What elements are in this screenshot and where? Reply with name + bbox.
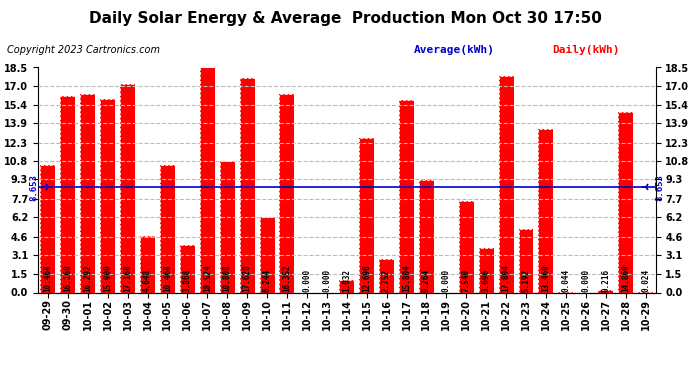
Text: 17.620: 17.620: [243, 264, 252, 291]
Text: 2.752: 2.752: [382, 268, 391, 291]
Bar: [180, 246, 195, 292]
Text: 3.696: 3.696: [482, 268, 491, 291]
Bar: [519, 230, 533, 292]
Bar: [41, 165, 55, 292]
Bar: [339, 280, 354, 292]
Text: 15.804: 15.804: [402, 264, 411, 291]
Text: Daily Solar Energy & Average  Production Mon Oct 30 17:50: Daily Solar Energy & Average Production …: [88, 11, 602, 26]
Bar: [339, 280, 354, 292]
Bar: [459, 201, 474, 292]
Bar: [279, 94, 295, 292]
Text: 9.264: 9.264: [422, 268, 431, 291]
Bar: [41, 165, 55, 292]
Text: Copyright 2023 Cartronics.com: Copyright 2023 Cartronics.com: [7, 45, 160, 55]
Bar: [200, 67, 215, 292]
Bar: [538, 129, 553, 292]
Bar: [219, 161, 235, 292]
Text: 14.860: 14.860: [621, 264, 630, 291]
Text: 0.000: 0.000: [442, 268, 451, 291]
Bar: [200, 67, 215, 292]
Text: 0.044: 0.044: [562, 268, 571, 291]
Text: 5.192: 5.192: [522, 268, 531, 291]
Bar: [120, 84, 135, 292]
Text: 16.168: 16.168: [63, 264, 72, 291]
Bar: [519, 230, 533, 292]
Bar: [419, 180, 434, 292]
Bar: [359, 138, 374, 292]
Bar: [598, 290, 613, 292]
Text: 15.900: 15.900: [104, 264, 112, 291]
Bar: [618, 112, 633, 292]
Bar: [399, 100, 414, 292]
Bar: [219, 161, 235, 292]
Text: 17.804: 17.804: [502, 264, 511, 291]
Bar: [459, 201, 474, 292]
Text: 16.352: 16.352: [282, 264, 291, 291]
Bar: [499, 76, 513, 292]
Text: 16.292: 16.292: [83, 264, 92, 291]
Bar: [239, 78, 255, 292]
Bar: [598, 290, 613, 292]
Text: 1.032: 1.032: [342, 268, 351, 291]
Bar: [60, 96, 75, 292]
Bar: [419, 180, 434, 292]
Bar: [100, 99, 115, 292]
Bar: [100, 99, 115, 292]
Bar: [379, 259, 394, 292]
Text: 0.000: 0.000: [302, 268, 311, 291]
Text: 17.168: 17.168: [123, 264, 132, 291]
Text: 0.000: 0.000: [322, 268, 331, 291]
Text: 10.468: 10.468: [163, 264, 172, 291]
Bar: [359, 138, 374, 292]
Text: Average(kWh): Average(kWh): [414, 45, 495, 55]
Text: 18.524: 18.524: [203, 264, 212, 291]
Text: 0.000: 0.000: [581, 268, 590, 291]
Text: 0.216: 0.216: [601, 268, 610, 291]
Bar: [379, 259, 394, 292]
Bar: [399, 100, 414, 292]
Text: 0.024: 0.024: [641, 268, 650, 291]
Text: 12.696: 12.696: [362, 264, 371, 291]
Bar: [60, 96, 75, 292]
Text: 8.653: 8.653: [656, 174, 664, 201]
Bar: [479, 248, 493, 292]
Text: 13.460: 13.460: [542, 264, 551, 291]
Bar: [160, 165, 175, 292]
Bar: [80, 94, 95, 292]
Text: 7.540: 7.540: [462, 268, 471, 291]
Text: 10.468: 10.468: [43, 264, 52, 291]
Text: 8.653: 8.653: [29, 174, 38, 201]
Bar: [279, 94, 295, 292]
Bar: [180, 246, 195, 292]
Text: 10.808: 10.808: [223, 264, 232, 291]
Bar: [538, 129, 553, 292]
Bar: [259, 216, 275, 292]
Bar: [499, 76, 513, 292]
Bar: [259, 216, 275, 292]
Text: 3.868: 3.868: [183, 268, 192, 291]
Bar: [160, 165, 175, 292]
Bar: [140, 236, 155, 292]
Bar: [120, 84, 135, 292]
Text: 4.648: 4.648: [143, 268, 152, 291]
Bar: [479, 248, 493, 292]
Text: 6.244: 6.244: [262, 268, 272, 291]
Bar: [140, 236, 155, 292]
Text: Daily(kWh): Daily(kWh): [552, 45, 620, 55]
Bar: [80, 94, 95, 292]
Bar: [239, 78, 255, 292]
Bar: [618, 112, 633, 292]
